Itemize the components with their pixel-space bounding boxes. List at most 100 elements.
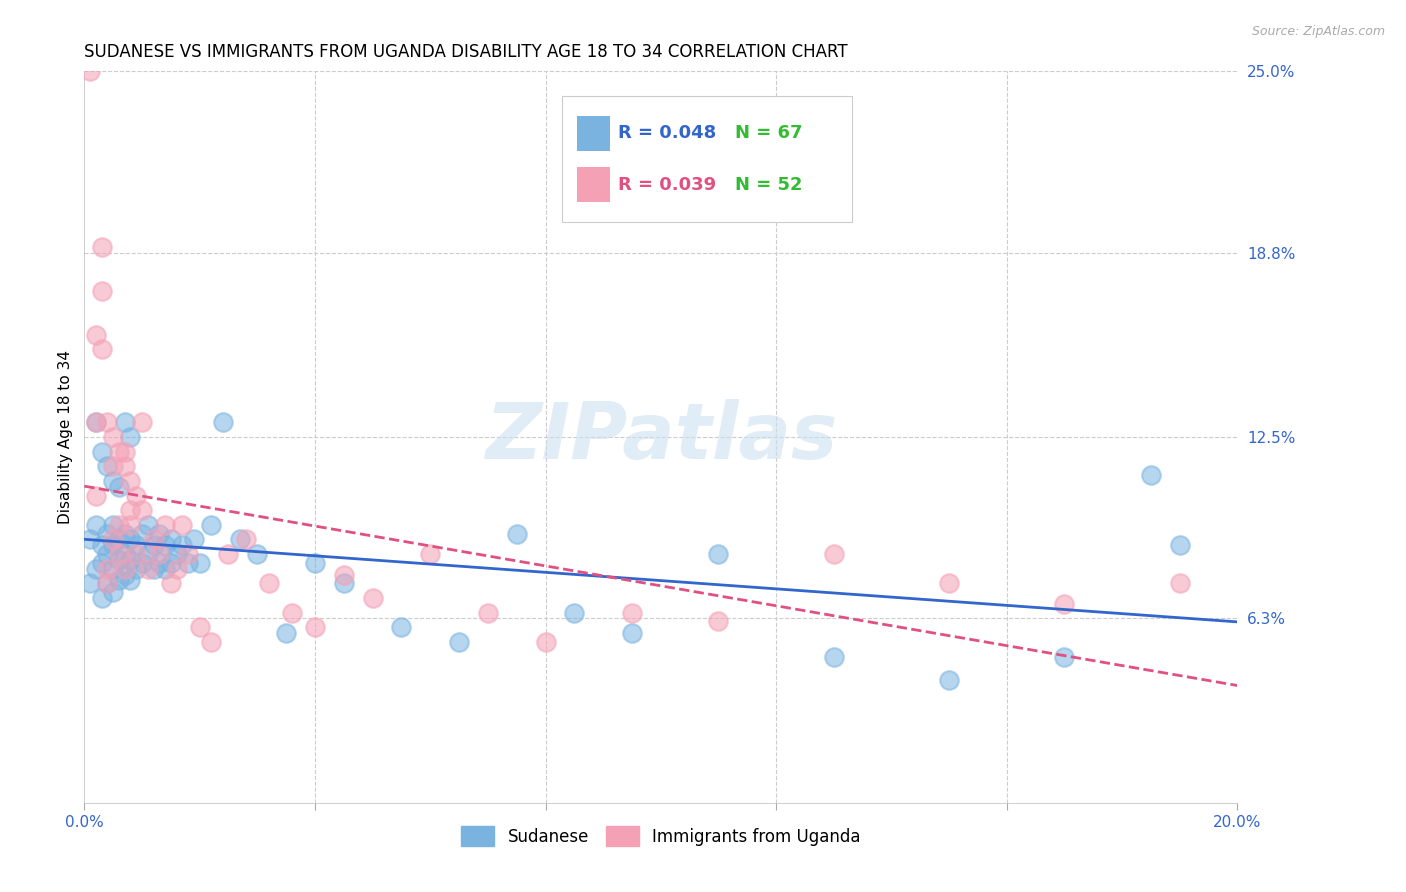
Point [1140, 468, 1163, 483]
Point [84, 517, 107, 532]
Text: R = 0.039: R = 0.039 [619, 176, 717, 194]
Point [235, 533, 257, 547]
Point [96, 576, 118, 591]
Point [1168, 538, 1191, 552]
Point [564, 606, 586, 620]
Point [114, 547, 136, 561]
Legend: Sudanese, Immigrants from Uganda: Sudanese, Immigrants from Uganda [454, 820, 868, 853]
Point [90, 538, 112, 552]
Point [120, 553, 142, 567]
Point [200, 635, 222, 649]
Point [391, 620, 413, 634]
Point [166, 547, 188, 561]
Point [153, 562, 176, 576]
Point [90, 240, 112, 254]
Point [84, 562, 107, 576]
Point [304, 556, 326, 570]
Point [707, 547, 730, 561]
Point [108, 480, 131, 494]
Point [108, 533, 131, 547]
Point [103, 459, 124, 474]
Point [125, 489, 148, 503]
Point [84, 489, 107, 503]
Point [246, 547, 269, 561]
Point [160, 576, 183, 591]
Point [131, 416, 153, 430]
Point [131, 556, 153, 570]
Point [136, 517, 159, 532]
Point [120, 574, 142, 588]
Point [200, 517, 222, 532]
Point [621, 626, 644, 640]
Point [103, 562, 124, 576]
Point [108, 517, 131, 532]
Point [183, 533, 205, 547]
Point [79, 533, 101, 547]
Point [96, 576, 118, 591]
Point [477, 606, 499, 620]
Point [707, 615, 730, 629]
Point [1053, 649, 1076, 664]
Point [823, 547, 845, 561]
Point [938, 576, 960, 591]
Point [506, 526, 529, 541]
Point [114, 526, 136, 541]
Point [229, 533, 252, 547]
Point [257, 576, 280, 591]
Point [125, 538, 148, 552]
Point [108, 547, 131, 561]
Point [96, 526, 118, 541]
Point [108, 574, 131, 588]
Point [120, 503, 142, 517]
Point [125, 562, 148, 576]
Point [79, 576, 101, 591]
Point [84, 416, 107, 430]
Point [361, 591, 384, 605]
Point [621, 606, 644, 620]
Point [90, 444, 112, 458]
Point [103, 517, 124, 532]
Point [114, 567, 136, 582]
Point [114, 562, 136, 576]
Point [333, 567, 356, 582]
Point [419, 547, 441, 561]
Point [142, 533, 165, 547]
Point [96, 562, 118, 576]
Point [84, 327, 107, 342]
Point [142, 538, 165, 552]
Text: N = 67: N = 67 [734, 124, 801, 143]
Point [177, 547, 200, 561]
Point [1053, 597, 1076, 611]
Point [172, 517, 194, 532]
Point [153, 538, 176, 552]
Y-axis label: Disability Age 18 to 34: Disability Age 18 to 34 [58, 350, 73, 524]
Point [823, 649, 845, 664]
Point [148, 556, 170, 570]
Point [938, 673, 960, 687]
Point [103, 430, 124, 444]
Text: SUDANESE VS IMMIGRANTS FROM UGANDA DISABILITY AGE 18 TO 34 CORRELATION CHART: SUDANESE VS IMMIGRANTS FROM UGANDA DISAB… [84, 44, 848, 62]
Point [96, 416, 118, 430]
Point [148, 547, 170, 561]
Point [136, 547, 159, 561]
Point [114, 459, 136, 474]
Point [188, 556, 211, 570]
Point [449, 635, 471, 649]
Point [166, 562, 188, 576]
Point [120, 517, 142, 532]
Point [333, 576, 356, 591]
Point [160, 533, 183, 547]
Point [218, 547, 240, 561]
Point [103, 474, 124, 488]
Point [534, 635, 557, 649]
Point [276, 626, 298, 640]
Point [84, 416, 107, 430]
Text: R = 0.048: R = 0.048 [619, 124, 717, 143]
Point [136, 562, 159, 576]
Point [153, 517, 176, 532]
Point [125, 547, 148, 561]
Point [90, 284, 112, 298]
Point [120, 533, 142, 547]
Point [114, 416, 136, 430]
Point [148, 526, 170, 541]
